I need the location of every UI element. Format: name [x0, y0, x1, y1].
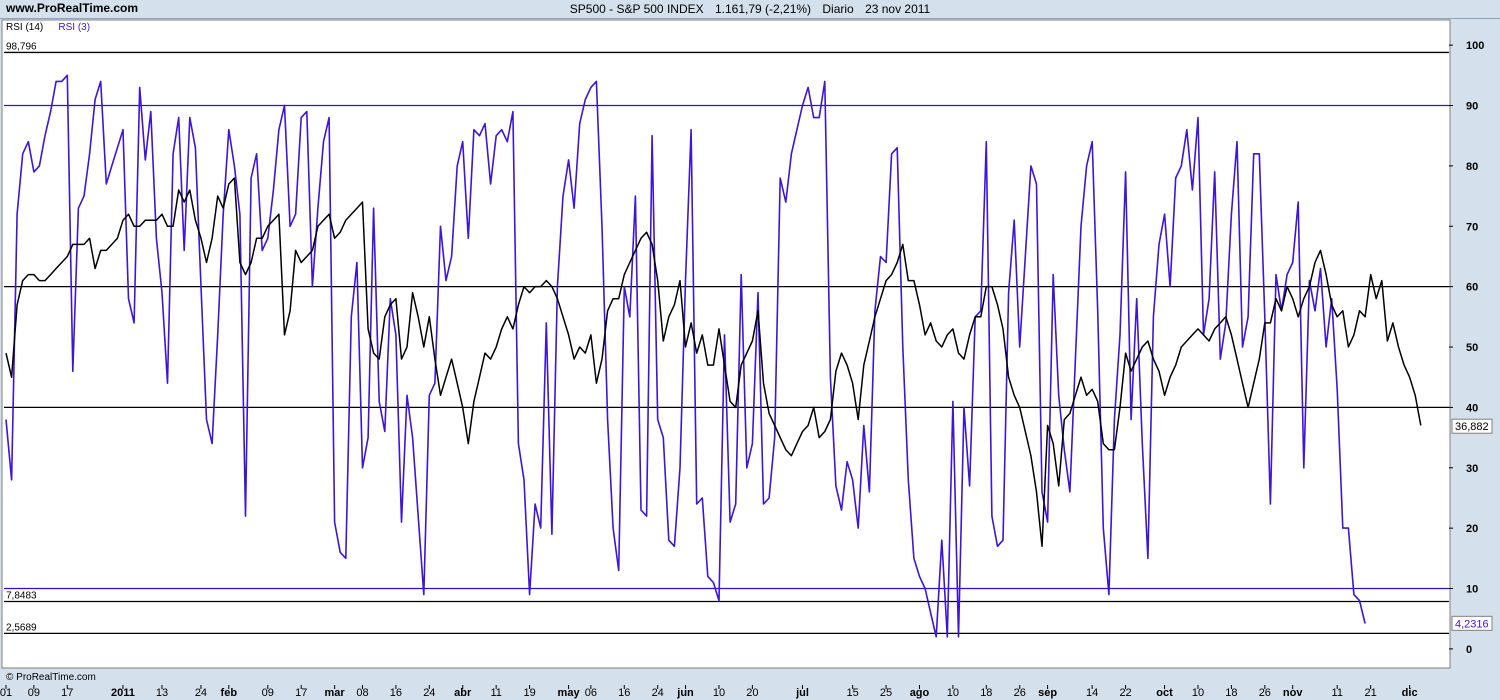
last-price: 1.161,79 (-2,21%): [714, 2, 812, 16]
x-tick-label-38: 11: [1332, 687, 1343, 699]
plot-area: [1, 19, 1451, 669]
x-tick-label-0: 01: [0, 687, 12, 699]
x-tick-label-24: 15: [847, 687, 859, 699]
y-tick-label-0: 0: [1466, 644, 1472, 656]
x-tick-label-15: 19: [523, 687, 535, 699]
x-tick-label-22: 20: [746, 687, 758, 699]
y-tick-label-4: 40: [1466, 402, 1478, 414]
last-value-label-1: 4,2316: [1455, 618, 1489, 630]
x-tick-label-25: 25: [880, 687, 892, 699]
x-tick-label-36: 26: [1259, 687, 1271, 699]
y-tick-label-6: 60: [1466, 282, 1478, 294]
x-tick-label-21: 10: [713, 687, 725, 699]
y-tick-label-10: 100: [1466, 40, 1484, 52]
x-tick-label-16: may: [558, 687, 581, 699]
legend: RSI (14) RSI (3): [6, 22, 90, 33]
series-lines: [5, 74, 1422, 638]
x-tick-label-5: 24: [195, 687, 207, 699]
x-axis: 01 09 17 2011 13 24 feb 09 17 mar 08 16 24 abr 11 19 may…: [0, 685, 1418, 699]
x-tick-label-20: jun: [676, 687, 694, 699]
x-tick-label-17: 06: [585, 687, 597, 699]
site-name[interactable]: www.ProRealTime.com: [6, 1, 139, 15]
x-tick-label-28: 18: [980, 687, 992, 699]
x-tick-label-10: 08: [356, 687, 368, 699]
date-label: 23 nov 2011: [865, 2, 931, 16]
last-value-box-0: [1451, 418, 1493, 434]
hline-label-5: 7,8483: [6, 591, 37, 602]
x-tick-label-7: 09: [262, 687, 274, 699]
x-tick-label-37: nov: [1283, 687, 1303, 699]
x-tick-label-1: 09: [28, 687, 40, 699]
x-tick-label-19: 24: [652, 687, 664, 699]
x-tick-label-39: 21: [1365, 687, 1377, 699]
last-value-badges: 36,882 4,2316: [1451, 418, 1493, 631]
y-tick-label-8: 80: [1466, 161, 1478, 173]
x-tick-label-14: 11: [490, 687, 501, 699]
x-tick-label-33: oct: [1156, 687, 1173, 699]
x-tick-label-27: 10: [947, 687, 959, 699]
x-tick-label-18: 16: [618, 687, 630, 699]
period-label: Diario: [822, 2, 854, 16]
hline-label-6: 2,5689: [6, 622, 37, 633]
title-bar: www.ProRealTime.com SP500 - S&P 500 INDE…: [0, 0, 1500, 19]
legend-item-0: RSI (14): [6, 22, 43, 33]
hline-label-0: 98,796: [6, 41, 37, 52]
x-tick-label-11: 16: [390, 687, 402, 699]
x-tick-label-35: 18: [1225, 687, 1237, 699]
x-tick-label-31: 14: [1086, 687, 1098, 699]
x-tick-label-9: mar: [325, 687, 346, 699]
x-tick-label-8: 17: [295, 687, 307, 699]
reference-lines: 98,796 7,8483 2,5689: [4, 41, 1449, 635]
x-tick-label-12: 24: [423, 687, 435, 699]
series-line-0: [5, 177, 1422, 548]
legend-item-1: RSI (3): [58, 22, 90, 33]
x-tick-label-13: abr: [454, 687, 472, 699]
x-tick-label-32: 22: [1119, 687, 1131, 699]
x-tick-label-3: 2011: [111, 687, 135, 699]
chart-header: SP500 - S&P 500 INDEX 1.161,79 (-2,21%) …: [0, 2, 1500, 16]
x-tick-label-2: 17: [61, 687, 73, 699]
y-tick-label-5: 50: [1466, 342, 1478, 354]
y-tick-label-7: 70: [1466, 221, 1478, 233]
y-axis: 0 10 20 30 40 50 60 70 80 90 100: [1449, 40, 1484, 656]
x-tick-label-4: 13: [156, 687, 168, 699]
x-tick-label-6: feb: [221, 687, 238, 699]
last-value-label-0: 36,882: [1455, 421, 1489, 433]
x-tick-label-23: jul: [795, 687, 809, 699]
y-tick-label-9: 90: [1466, 101, 1478, 113]
x-tick-label-30: sep: [1038, 687, 1057, 699]
symbol-name: SP500 - S&P 500 INDEX: [569, 2, 704, 16]
y-tick-label-3: 30: [1466, 463, 1478, 475]
x-tick-label-26: ago: [910, 687, 930, 699]
x-tick-label-29: 26: [1014, 687, 1026, 699]
series-line-1: [5, 74, 1366, 638]
last-value-box-1: [1451, 615, 1493, 631]
y-tick-label-1: 10: [1466, 584, 1478, 596]
x-tick-label-34: 10: [1192, 687, 1204, 699]
footer-brand: © ProRealTime.com: [6, 672, 96, 683]
y-tick-label-2: 20: [1466, 523, 1478, 535]
x-tick-label-40: dic: [1402, 687, 1418, 699]
